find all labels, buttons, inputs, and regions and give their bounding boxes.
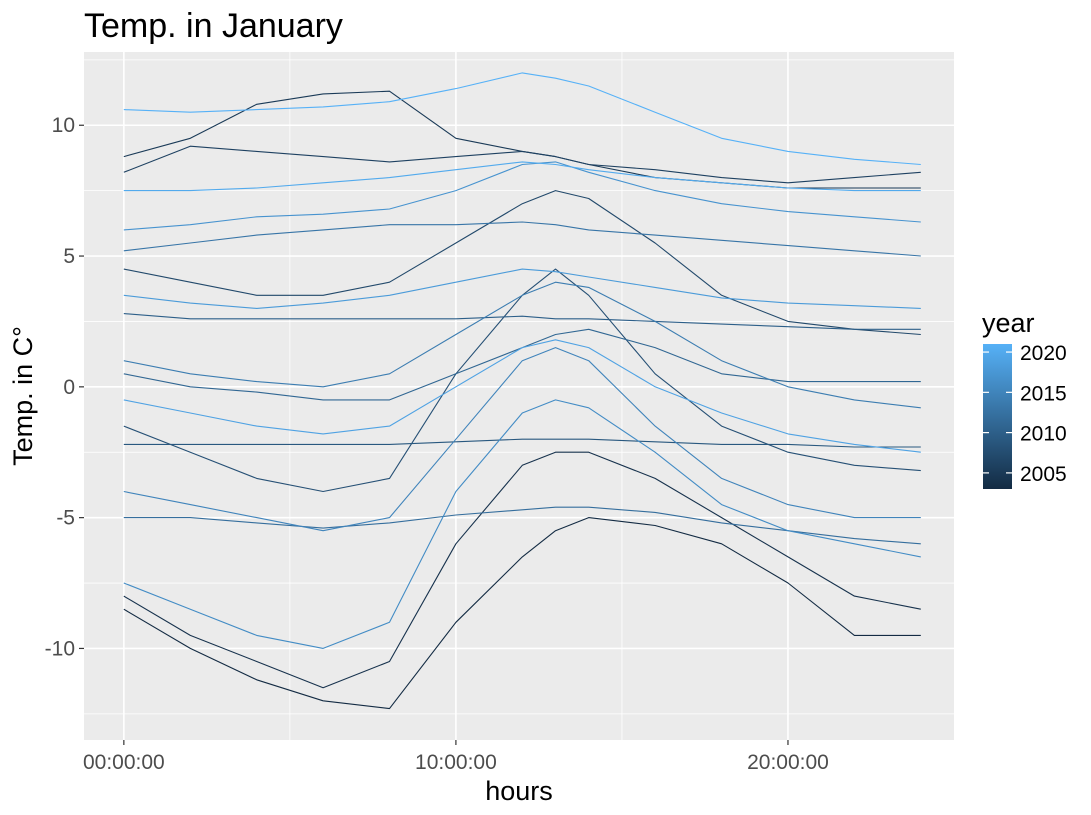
series-line-2016	[123, 399, 921, 649]
series-line-2013	[123, 221, 921, 257]
series-line-2008	[123, 268, 921, 493]
y-axis: 10 5 0 -5 -10	[45, 114, 84, 660]
series-line-2014	[123, 281, 921, 409]
series-line-2006	[123, 145, 921, 184]
legend-tick-label: 2010	[1020, 423, 1067, 446]
y-tick-label: 0	[63, 376, 75, 399]
series-line-2020	[123, 161, 921, 192]
plot-panel	[84, 52, 954, 740]
minor-gridlines	[84, 52, 954, 740]
series-line-2011	[123, 328, 921, 401]
series-line-2009	[123, 438, 921, 448]
y-tick-label: 10	[52, 114, 75, 137]
legend-colorbar	[983, 344, 1012, 489]
x-tick-label: 00:00:00	[83, 751, 165, 774]
series-line-2003	[123, 517, 921, 710]
legend-title: year	[982, 308, 1035, 338]
y-tick-label: -5	[56, 507, 75, 530]
series-line-2019	[123, 339, 921, 453]
x-axis: 00:00:00 10:00:00 20:00:00	[83, 740, 829, 774]
series-line-2007	[123, 190, 921, 336]
series-line-2018	[123, 268, 921, 309]
legend-tick-label: 2020	[1020, 342, 1067, 365]
legend-ticks: 2020 2015 2010 2005	[983, 342, 1067, 486]
series-line-2021	[123, 72, 921, 166]
x-axis-title: hours	[485, 776, 553, 806]
legend-tick-label: 2005	[1020, 463, 1067, 486]
y-tick-label: -10	[45, 637, 75, 660]
x-tick-label: 20:00:00	[747, 751, 829, 774]
chart-title: Temp. in January	[84, 7, 343, 45]
legend-tick-label: 2015	[1020, 382, 1067, 405]
series-line-2004	[123, 451, 921, 689]
major-gridlines	[84, 52, 954, 740]
y-tick-label: 5	[63, 245, 75, 268]
series-line-2012	[123, 506, 921, 545]
y-axis-title: Temp. in C°	[8, 326, 38, 466]
series-line-2010	[123, 313, 921, 330]
x-tick-label: 10:00:00	[415, 751, 497, 774]
series-lines	[123, 72, 921, 710]
legend: year 2020 2015 2010 2005	[982, 308, 1067, 489]
series-line-2015	[123, 347, 921, 532]
